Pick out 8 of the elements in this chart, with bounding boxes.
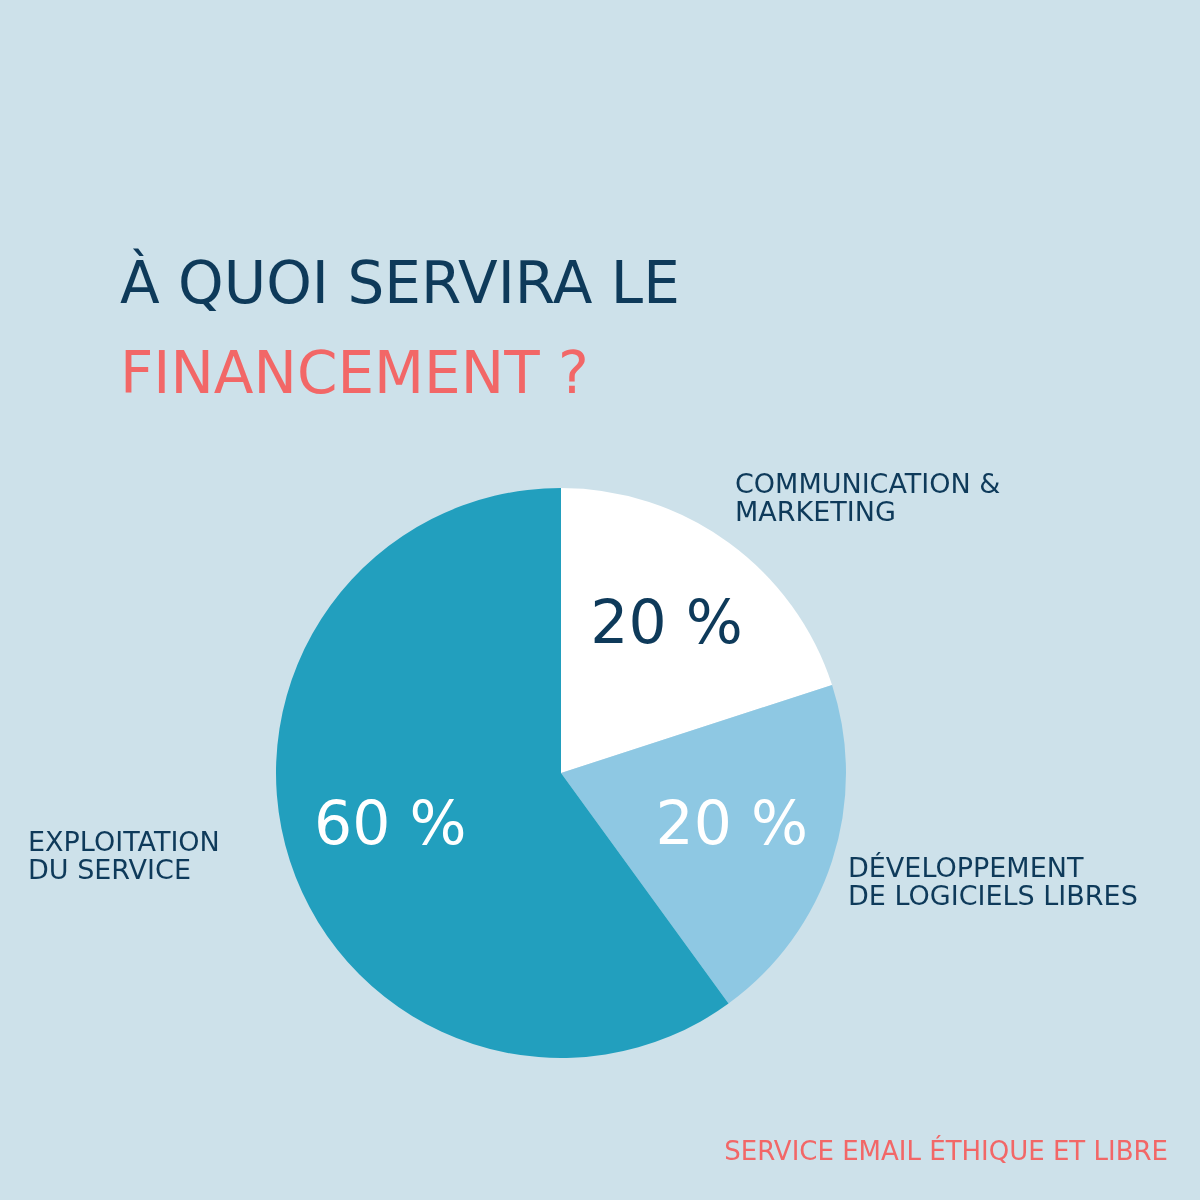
data-label: 60 % <box>314 788 467 859</box>
slice-label: EXPLOITATION DU SERVICE <box>28 826 220 885</box>
data-label: 20 % <box>655 788 808 859</box>
slice-label: DÉVELOPPEMENT DE LOGICIELS LIBRES <box>848 852 1138 911</box>
data-label: 20 % <box>590 587 743 658</box>
slice-label: COMMUNICATION & MARKETING <box>735 468 1001 527</box>
chart-title: À QUOI SERVIRA LE FINANCEMENT ? <box>120 247 680 409</box>
text: SERVICE EMAIL ÉTHIQUE ET LIBRE <box>724 1136 1168 1166</box>
